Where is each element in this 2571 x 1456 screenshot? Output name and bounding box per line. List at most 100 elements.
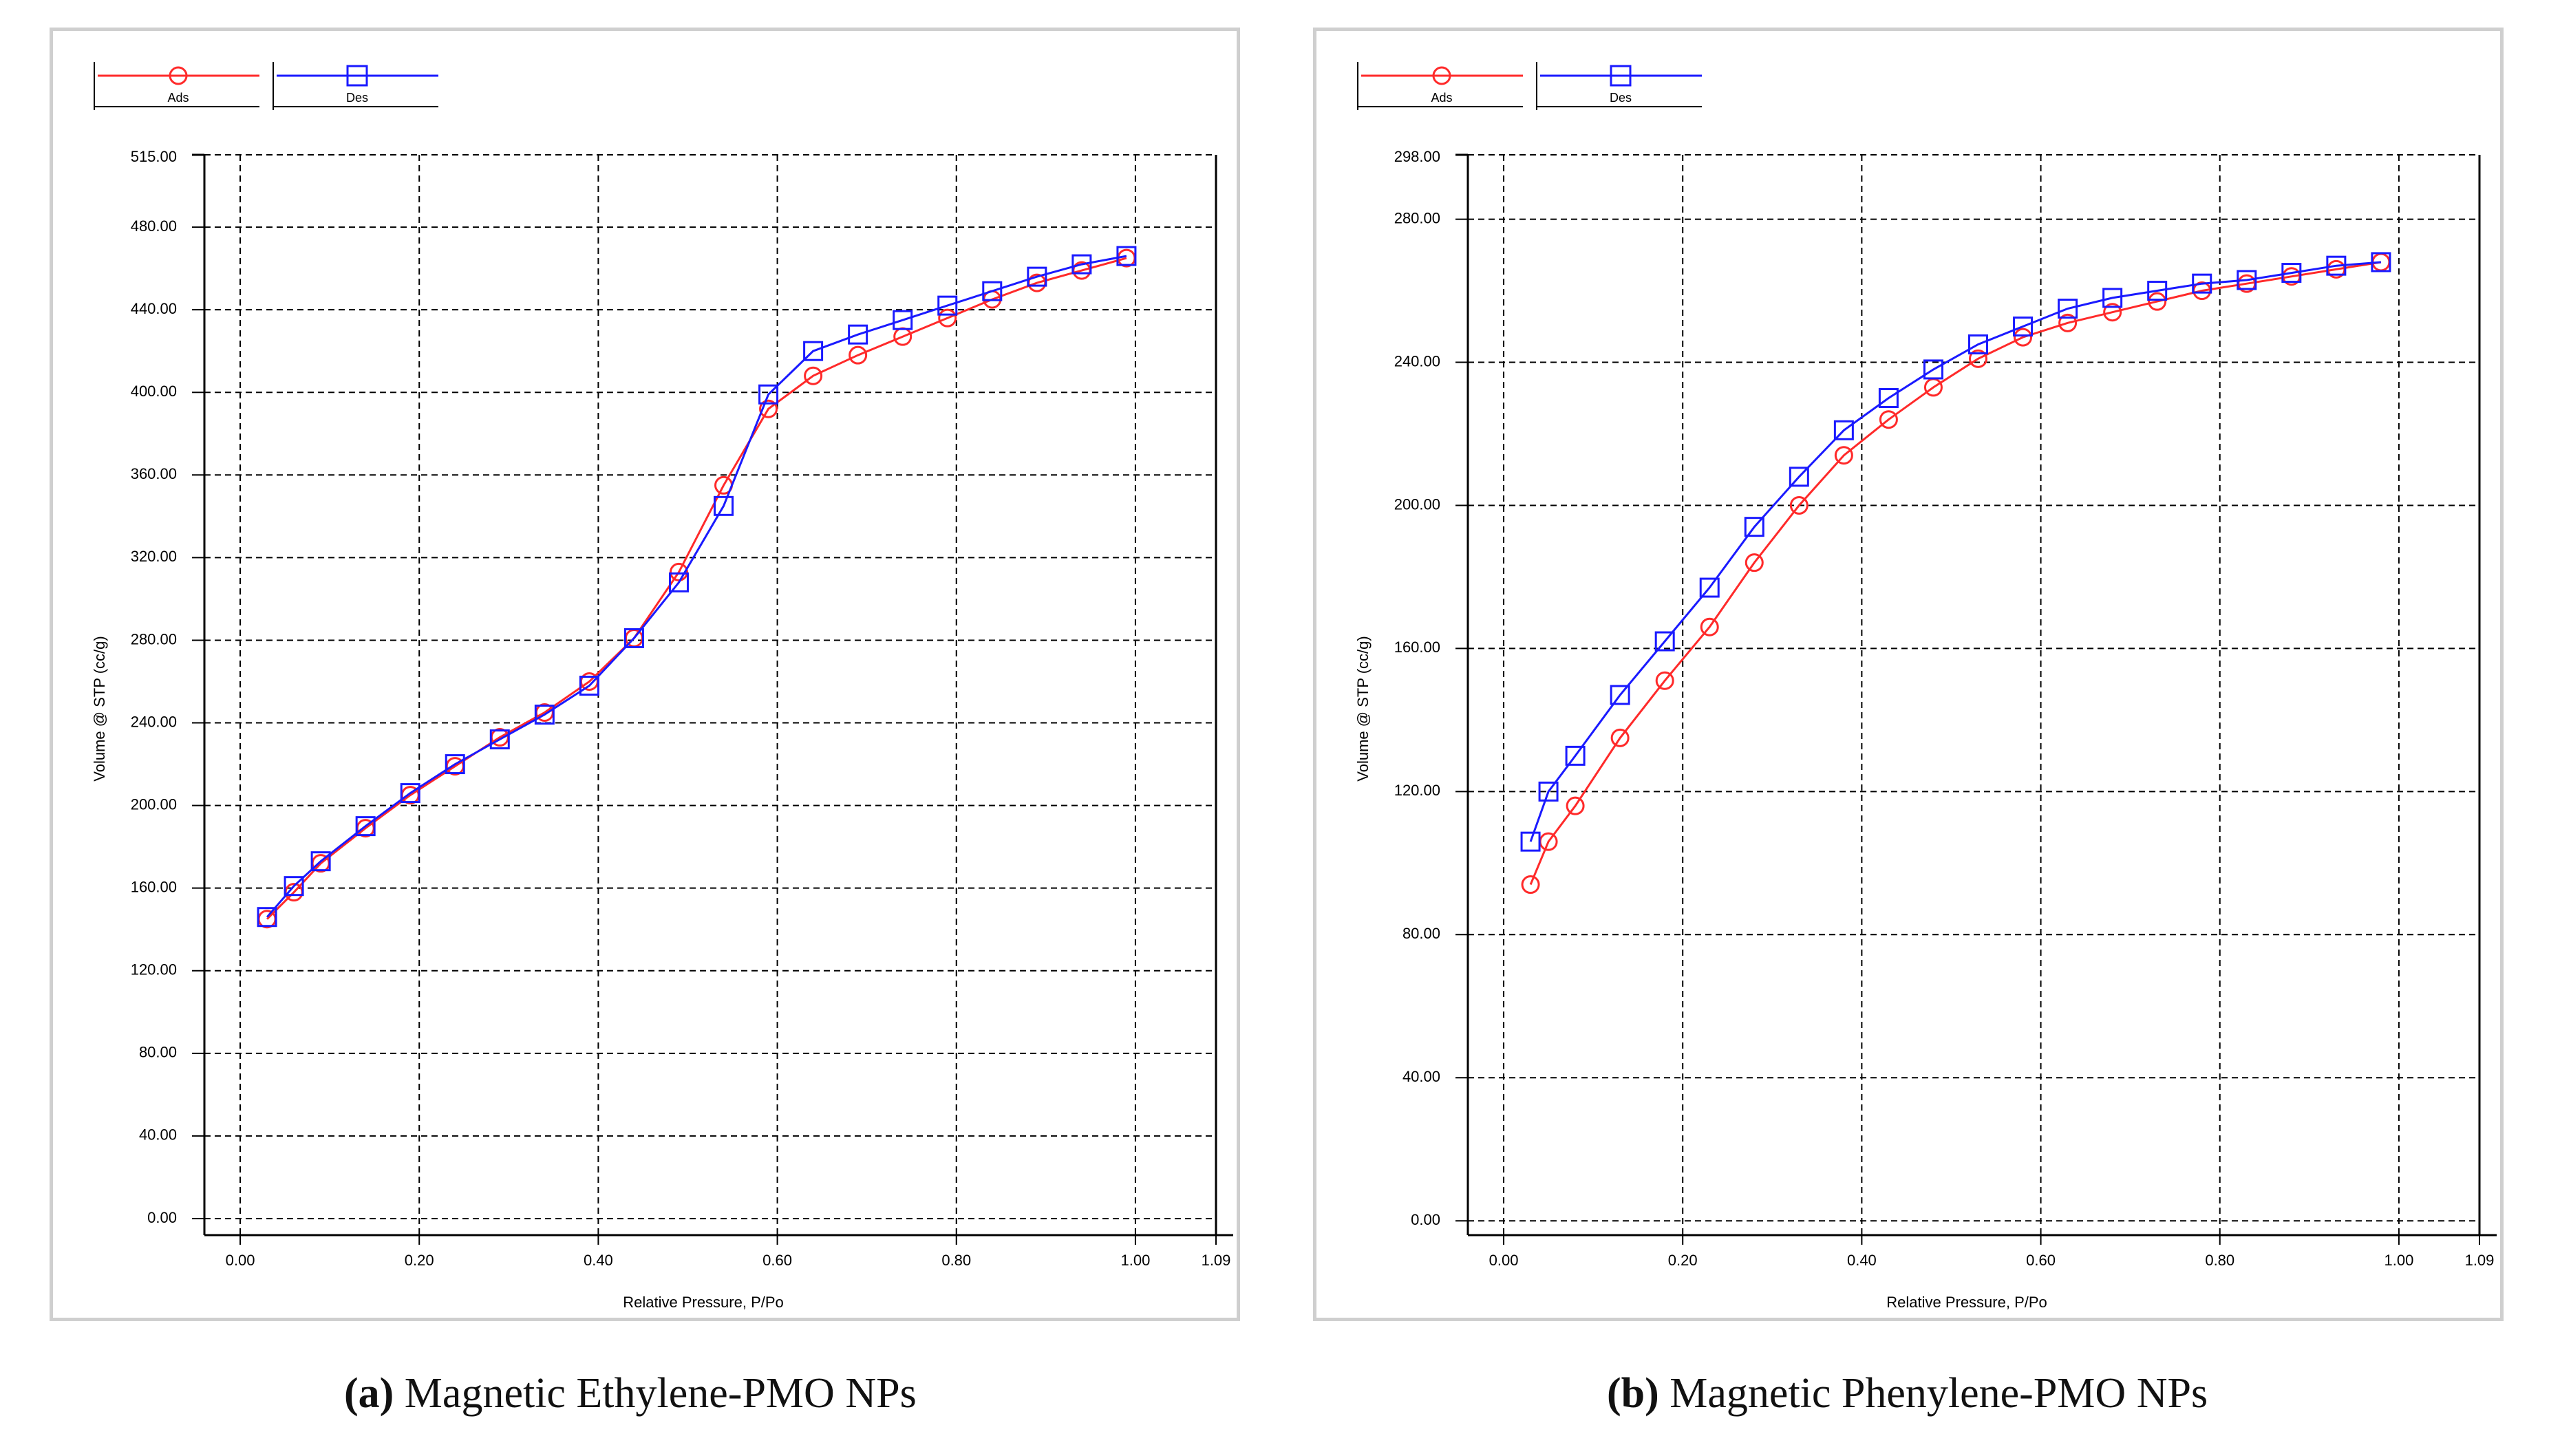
data-point-des <box>1565 745 1586 766</box>
data-point-ads <box>2103 303 2122 322</box>
y-tick-label: 120.00 <box>131 961 177 978</box>
y-tick-label: 40.00 <box>139 1126 177 1144</box>
x-axis-title: Relative Pressure, P/Po <box>1886 1294 2047 1311</box>
legend-marker-des-icon <box>1610 65 1632 87</box>
data-point-des <box>2013 317 2034 337</box>
chart-svg-a: Ads Des 0.00 40.00 80.00 120.00 160.00 200.00 24… <box>91 62 1233 1311</box>
data-point-des <box>1027 266 1047 287</box>
series-line-ads <box>266 257 1127 920</box>
y-axis-title: Volume @ STP (cc/g) <box>1354 636 1372 781</box>
x-tick-label: 0.80 <box>941 1252 971 1269</box>
x-tick-label: 0.20 <box>405 1252 434 1269</box>
data-point-des <box>1878 388 1899 409</box>
data-point-des <box>2192 273 2212 294</box>
data-point-des <box>1699 577 1720 598</box>
y-tick-label: 320.00 <box>131 548 177 565</box>
y-tick-label: 0.00 <box>147 1209 177 1226</box>
legend-label-des: Des <box>1610 91 1632 105</box>
x-tick-label: 0.80 <box>2205 1252 2234 1269</box>
data-point-des <box>445 754 465 775</box>
data-point-ads <box>257 910 277 929</box>
x-axis-title: Relative Pressure, P/Po <box>623 1294 784 1311</box>
caption-a: (a) Magnetic Ethylene-PMO NPs <box>344 1369 917 1418</box>
data-point-des <box>714 495 734 516</box>
data-point-des <box>489 729 510 750</box>
caption-a-text: Magnetic Ethylene-PMO NPs <box>404 1370 917 1417</box>
chart-panel-a: Ads Des 0.00 40.00 80.00 120.00 160.00 200.00 24… <box>50 28 1240 1321</box>
data-point-des <box>534 705 555 725</box>
data-point-ads <box>759 399 778 418</box>
y-tick-label: 80.00 <box>139 1044 177 1061</box>
data-point-ads <box>2014 328 2033 347</box>
x-tick-label: 0.40 <box>1847 1252 1877 1269</box>
x-tick-label: 0.60 <box>762 1252 792 1269</box>
data-point-des <box>803 341 824 361</box>
legend-label-ads: Ads <box>167 91 189 105</box>
y-tick-label: 480.00 <box>131 217 177 235</box>
data-point-des <box>1968 334 1989 355</box>
y-tick-label: 240.00 <box>131 713 177 730</box>
caption-b-label: (b) <box>1607 1370 1659 1417</box>
legend-label-ads: Ads <box>1431 91 1452 105</box>
y-tick-label: 120.00 <box>1394 782 1440 799</box>
data-point-ads <box>1834 446 1853 465</box>
data-point-ads <box>849 345 868 365</box>
data-point-des <box>2371 252 2391 272</box>
legend-marker-des-icon <box>346 65 368 87</box>
caption-b-text: Magnetic Phenylene-PMO NPs <box>1669 1370 2208 1417</box>
x-tick-label: 0.20 <box>1668 1252 1698 1269</box>
data-point-ads <box>1745 553 1764 572</box>
x-tick-label: 1.00 <box>2385 1252 2414 1269</box>
caption-a-label: (a) <box>344 1370 394 1417</box>
data-point-ads <box>1700 617 1719 636</box>
y-tick-label: 240.00 <box>1394 352 1440 370</box>
data-point-des <box>937 295 958 316</box>
x-tick-label: 1.09 <box>2465 1252 2495 1269</box>
x-tick-label: 0.60 <box>2026 1252 2056 1269</box>
data-point-ads <box>1655 671 1674 690</box>
data-point-ads <box>2058 313 2078 332</box>
series-line-des <box>1529 261 2382 842</box>
chart-svg-b: Ads Des 0.00 40.00 80.00 120.00 160.00 200.00 24… <box>1354 62 2497 1311</box>
y-axis-title: Volume @ STP (cc/g) <box>91 636 108 781</box>
y-tick-label: 160.00 <box>1394 639 1440 656</box>
y-tick-label: 200.00 <box>131 795 177 813</box>
x-tick-label: 1.09 <box>1202 1252 1231 1269</box>
data-point-des <box>400 783 420 804</box>
y-tick-label: 80.00 <box>1402 925 1440 942</box>
x-tick-label: 0.00 <box>226 1252 255 1269</box>
chart-panel-b: Ads Des 0.00 40.00 80.00 120.00 160.00 200.00 24… <box>1313 28 2504 1321</box>
data-point-ads <box>1789 495 1809 515</box>
data-point-des <box>1789 467 1809 487</box>
caption-b: (b) Magnetic Phenylene-PMO NPs <box>1607 1369 2208 1418</box>
data-point-des <box>2281 263 2302 283</box>
series-line-des <box>266 255 1127 918</box>
y-tick-label: 200.00 <box>1394 495 1440 513</box>
y-tick-label: 360.00 <box>131 465 177 482</box>
data-point-des <box>758 384 779 405</box>
series-line-ads <box>1529 261 2382 886</box>
y-tick-label: 515.00 <box>131 148 177 165</box>
data-point-ads <box>669 562 688 581</box>
data-point-ads <box>1566 796 1585 815</box>
y-tick-label: 280.00 <box>131 630 177 647</box>
data-point-des <box>848 324 868 345</box>
y-tick-label: 280.00 <box>1394 209 1440 226</box>
data-point-des <box>2237 270 2257 290</box>
data-point-des <box>1538 781 1559 802</box>
data-point-des <box>284 876 304 897</box>
data-point-des <box>2147 281 2168 301</box>
y-tick-label: 40.00 <box>1402 1068 1440 1085</box>
data-point-des <box>1833 420 1854 440</box>
data-point-des <box>310 851 331 872</box>
data-point-des <box>1923 359 1943 380</box>
y-tick-label: 0.00 <box>1411 1211 1440 1228</box>
data-point-des <box>668 572 689 592</box>
legend-marker-ads-icon <box>1432 66 1451 85</box>
data-point-des <box>579 675 599 696</box>
data-point-ads <box>1879 410 1898 429</box>
data-point-des <box>2058 299 2078 319</box>
legend-label-des: Des <box>346 91 368 105</box>
data-point-des <box>355 816 376 837</box>
data-point-des <box>1654 631 1675 652</box>
